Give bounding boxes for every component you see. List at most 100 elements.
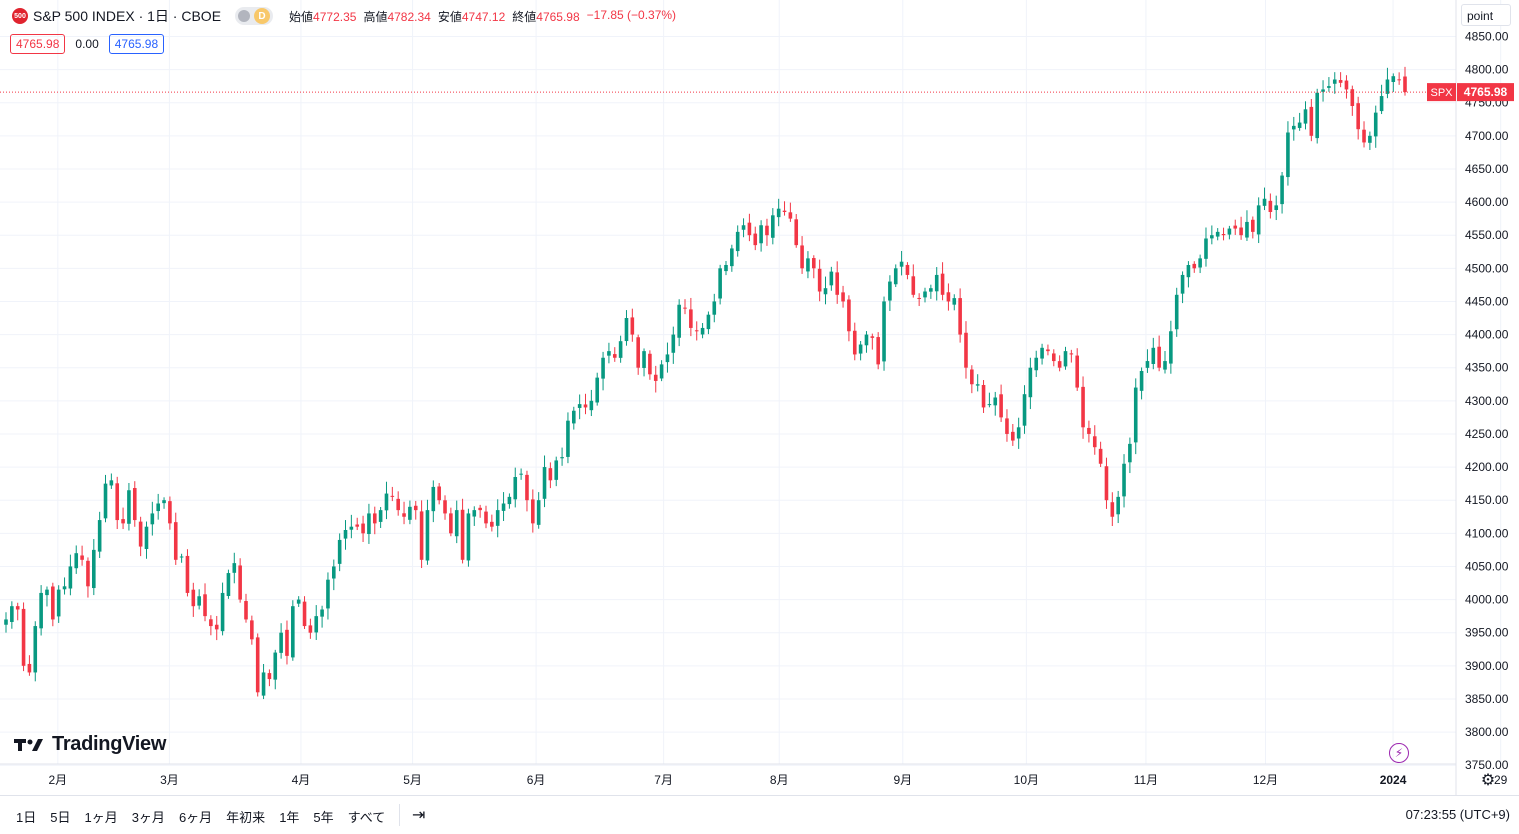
candle-body	[648, 353, 652, 375]
candle	[314, 605, 319, 640]
candle-body	[92, 549, 96, 589]
candle-body	[1332, 79, 1337, 84]
lightning-icon[interactable]: ⚡	[1389, 743, 1409, 763]
candle	[577, 394, 582, 420]
candle-body	[823, 288, 828, 295]
symbol-title[interactable]: S&P 500 INDEX · 1日 · CBOE	[33, 8, 222, 24]
range-button[interactable]: 1ヶ月	[84, 810, 118, 825]
buy-button[interactable]: 4765.98	[108, 34, 165, 54]
candle	[999, 384, 1003, 422]
candle	[121, 507, 125, 530]
range-button[interactable]: 1年	[279, 810, 300, 825]
candle-body	[741, 225, 746, 230]
tradingview-logo[interactable]: TradingView	[14, 733, 166, 756]
candle-body	[273, 652, 278, 680]
candle	[490, 514, 494, 532]
candle	[302, 596, 307, 629]
candle	[326, 572, 330, 620]
candle	[33, 621, 38, 682]
range-button[interactable]: 1日	[16, 810, 37, 825]
candle	[1034, 350, 1039, 377]
candle-body	[1046, 349, 1050, 352]
candle	[735, 225, 740, 257]
candle	[501, 492, 506, 521]
candle-body	[1344, 80, 1349, 90]
time-tick-label: 8月	[770, 773, 789, 787]
date-range-icon[interactable]: ⇥	[412, 807, 426, 824]
candle-body	[1075, 355, 1080, 388]
low-value: 4747.12	[461, 9, 506, 24]
candle-body	[929, 288, 933, 292]
candle	[671, 326, 676, 364]
candle-body	[970, 369, 974, 385]
candle	[583, 393, 588, 415]
candle-body	[507, 496, 512, 505]
open-value: 4772.35	[313, 9, 357, 24]
market-status-pill[interactable]: D	[235, 7, 274, 25]
candle-body	[337, 539, 342, 564]
candle	[642, 348, 646, 377]
candle	[156, 493, 160, 520]
scale-mode-button[interactable]: point	[1461, 4, 1511, 26]
candle-body	[1251, 219, 1255, 232]
candle	[285, 620, 289, 665]
sell-button[interactable]: 4765.98	[10, 34, 66, 54]
candle	[238, 558, 242, 603]
candle	[372, 506, 377, 535]
price-chart[interactable]: 3750.00 3800.00 3850.00 3900.00 3950.00 4000.…	[0, 0, 1519, 795]
candle	[1251, 216, 1255, 239]
candle	[706, 311, 711, 335]
candlestick-series	[4, 66, 1407, 700]
candle	[929, 284, 933, 299]
candle-body	[1022, 394, 1027, 426]
candle-body	[542, 467, 547, 499]
candle-body	[706, 314, 711, 330]
price-tick-label: 3750.00	[1465, 758, 1509, 772]
candle	[484, 505, 488, 529]
candle-body	[917, 297, 921, 299]
candle	[402, 501, 406, 525]
candle-body	[425, 510, 430, 561]
candle	[62, 577, 67, 595]
price-tick-label: 4050.00	[1465, 559, 1509, 573]
price-tick-label: 4450.00	[1465, 294, 1509, 308]
candle	[115, 476, 120, 530]
range-button[interactable]: 5年	[313, 810, 334, 825]
candle-body	[232, 563, 237, 573]
candle	[1151, 337, 1156, 370]
candle	[571, 406, 576, 430]
range-button[interactable]: 年初来	[226, 810, 266, 825]
candle-body	[1163, 361, 1167, 370]
candle-body	[1286, 132, 1290, 178]
symbol-logo-icon: 500	[12, 8, 28, 24]
settings-gear-icon[interactable]: ⚙	[1480, 772, 1496, 789]
candle	[1256, 197, 1261, 244]
range-button[interactable]: 6ヶ月	[178, 810, 213, 825]
candle	[144, 521, 149, 559]
candle-body	[15, 606, 20, 610]
candle	[132, 481, 137, 527]
candle-body	[343, 530, 348, 539]
candle-body	[999, 394, 1003, 418]
candle	[993, 391, 998, 416]
candle	[683, 299, 687, 315]
candle	[355, 517, 360, 531]
candle	[648, 350, 652, 380]
clock-timezone[interactable]: 07:23:55 (UTC+9)	[1405, 807, 1510, 822]
candle-body	[1016, 427, 1021, 439]
candle	[460, 498, 465, 564]
candle-body	[683, 307, 687, 309]
candle	[876, 332, 880, 370]
candle-body	[1005, 418, 1009, 434]
range-button[interactable]: すべて	[347, 810, 386, 825]
candle-body	[1057, 361, 1062, 368]
candle-body	[314, 616, 319, 633]
price-tick-label: 3950.00	[1465, 626, 1509, 640]
candle-body	[519, 473, 523, 475]
range-button[interactable]: 5日	[50, 810, 71, 825]
candle-body	[612, 354, 617, 358]
candle	[226, 569, 231, 599]
candle	[232, 552, 237, 584]
range-button[interactable]: 3ヶ月	[131, 810, 165, 825]
candle	[730, 244, 734, 272]
